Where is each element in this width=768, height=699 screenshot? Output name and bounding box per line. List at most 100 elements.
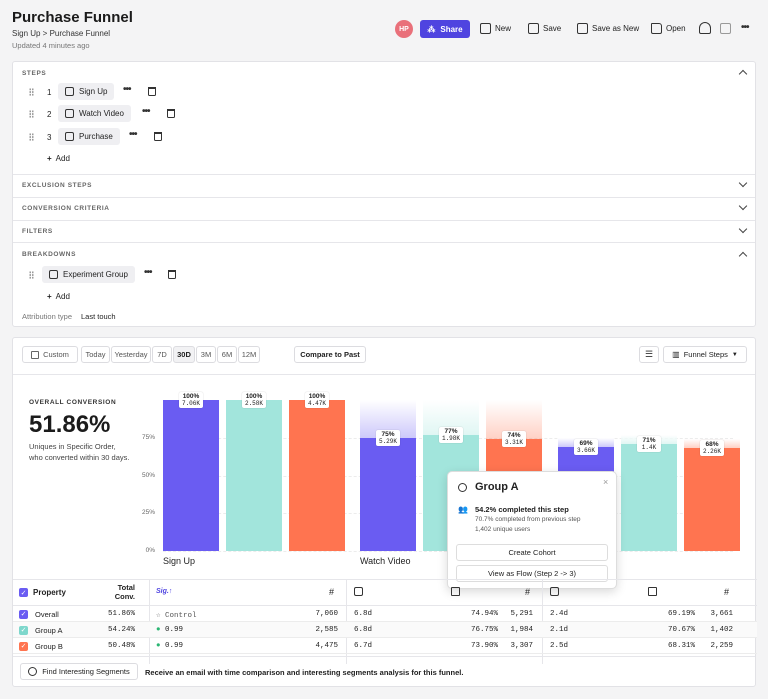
divider xyxy=(13,605,757,606)
time-range-selector: Today Yesterday 7D 30D 3M 6M 12M xyxy=(81,346,261,363)
conversion-rate-icon[interactable] xyxy=(451,587,460,596)
save-button[interactable]: Save xyxy=(528,23,561,34)
breakdown-more-icon[interactable]: ••• xyxy=(144,267,152,278)
table-row[interactable]: ✓ Group B 50.48% ● 0.99 4,475 6.7d 73.90% 3,307… xyxy=(13,638,757,654)
drag-handle-icon[interactable] xyxy=(29,271,34,279)
divider xyxy=(13,174,755,175)
add-step-button[interactable]: + Add xyxy=(47,154,70,163)
time-range-3m[interactable]: 3M xyxy=(196,346,216,363)
drag-handle-icon[interactable] xyxy=(29,133,34,141)
view-options-button[interactable]: ☰ xyxy=(639,346,659,363)
expand-filters-chevron-icon[interactable] xyxy=(738,224,748,234)
time-to-convert-icon[interactable] xyxy=(550,587,559,596)
step-pill-watch-video[interactable]: Watch Video xyxy=(58,105,131,122)
row-checkbox-icon[interactable]: ✓ xyxy=(19,609,28,619)
x-category-label: Sign Up xyxy=(163,556,196,566)
alerts-bell-icon[interactable] xyxy=(699,22,711,34)
step1-count-header[interactable]: # xyxy=(329,587,335,597)
breakdowns-heading: BREAKDOWNS xyxy=(22,251,77,258)
step-more-icon[interactable]: ••• xyxy=(142,106,150,117)
select-all-checkbox[interactable]: ✓ Property xyxy=(19,588,66,597)
bar-data-label: 74% 3.31K xyxy=(502,431,526,448)
overall-conversion-label: OVERALL CONVERSION xyxy=(29,399,117,406)
row-checkbox-icon[interactable]: ✓ xyxy=(19,641,28,651)
drag-handle-icon[interactable] xyxy=(29,88,34,96)
share-button[interactable]: ⁂ Share xyxy=(420,20,470,38)
step-more-icon[interactable]: ••• xyxy=(123,84,131,95)
table-row[interactable]: ✓ Overall 51.86% ☆ Control 7,060 6.8d 74.94% 5,… xyxy=(13,606,757,622)
significance-cell: ● 0.99 xyxy=(156,642,184,650)
custom-date-button[interactable]: Custom xyxy=(22,346,78,363)
significant-dot-icon: ● xyxy=(156,626,161,634)
new-button[interactable]: New xyxy=(480,23,511,34)
create-cohort-button[interactable]: Create Cohort xyxy=(456,544,608,561)
time-range-7d[interactable]: 7D xyxy=(152,346,172,363)
table-row[interactable]: ✓ Group A 54.24% ● 0.99 2,585 6.8d 76.75% 1,984… xyxy=(13,622,757,638)
funnel-bar[interactable] xyxy=(226,400,282,551)
overall-conversion-description: Uniques in Specific Order, who converted… xyxy=(29,442,130,462)
filters-heading[interactable]: FILTERS xyxy=(22,228,53,235)
find-segments-label: Find Interesting Segments xyxy=(42,667,130,676)
expand-exclusion-chevron-icon[interactable] xyxy=(738,178,748,188)
share-icon: ⁂ xyxy=(427,24,436,34)
save-icon xyxy=(528,23,539,34)
save-label: Save xyxy=(543,24,562,33)
step3-rate-cell: 69.19% xyxy=(667,610,695,618)
significance-column-header[interactable]: Sig.↑ xyxy=(156,588,173,595)
step-more-icon[interactable]: ••• xyxy=(129,129,137,140)
conversion-rate-icon[interactable] xyxy=(648,587,657,596)
insights-icon[interactable] xyxy=(720,23,731,34)
exclusion-steps-heading[interactable]: EXCLUSION STEPS xyxy=(22,182,93,189)
save-as-new-button[interactable]: Save as New xyxy=(577,23,639,34)
view-as-flow-button[interactable]: View as Flow (Step 2 -> 3) xyxy=(456,565,608,582)
attribution-type-value[interactable]: Last touch xyxy=(81,312,116,321)
time-range-6m[interactable]: 6M xyxy=(217,346,237,363)
time-to-convert-icon[interactable] xyxy=(354,587,363,596)
bar-data-label: 71% 1.4K xyxy=(637,435,661,452)
breakdown-pill-experiment-group[interactable]: Experiment Group xyxy=(42,266,135,283)
open-button[interactable]: Open xyxy=(651,23,686,34)
checkbox-checked-icon: ✓ xyxy=(19,588,28,597)
custom-label: Custom xyxy=(43,350,69,359)
funnel-bar[interactable] xyxy=(289,400,345,551)
row-checkbox-icon[interactable]: ✓ xyxy=(19,625,28,635)
row-checkbox[interactable]: ✓ xyxy=(19,641,28,651)
trash-icon[interactable] xyxy=(148,87,156,96)
total-conv-column-header[interactable]: Total Conv. xyxy=(114,583,135,601)
time-range-today[interactable]: Today xyxy=(81,346,110,363)
collapse-steps-chevron-icon[interactable] xyxy=(738,69,748,79)
step-pill-purchase[interactable]: Purchase xyxy=(58,128,120,145)
y-tick-label: 75% xyxy=(141,433,155,441)
add-breakdown-button[interactable]: + Add xyxy=(47,292,70,301)
time-range-30d[interactable]: 30D xyxy=(173,346,195,363)
step3-count-header[interactable]: # xyxy=(724,587,730,597)
compare-to-past-button[interactable]: Compare to Past xyxy=(294,346,366,363)
find-interesting-segments-button[interactable]: Find Interesting Segments xyxy=(20,663,138,680)
funnel-bar[interactable] xyxy=(360,437,416,551)
trash-icon[interactable] xyxy=(154,132,162,141)
trash-icon[interactable] xyxy=(167,109,175,118)
row-checkbox[interactable]: ✓ xyxy=(19,609,28,619)
more-options-icon[interactable]: ••• xyxy=(741,22,749,33)
event-icon xyxy=(65,132,74,141)
trash-icon[interactable] xyxy=(168,270,176,279)
collapse-breakdowns-chevron-icon[interactable] xyxy=(738,251,748,261)
step2-rate-cell: 74.94% xyxy=(470,610,498,618)
funnel-bar[interactable] xyxy=(621,443,677,551)
conversion-criteria-heading[interactable]: CONVERSION CRITERIA xyxy=(22,205,110,212)
chart-type-dropdown[interactable]: ▥ Funnel Steps ▼ xyxy=(663,346,747,363)
step-pill-sign-up[interactable]: Sign Up xyxy=(58,83,115,100)
close-icon[interactable]: × xyxy=(603,477,609,487)
y-tick-label: 25% xyxy=(141,509,155,517)
step2-count-header[interactable]: # xyxy=(525,587,531,597)
time-range-12m[interactable]: 12M xyxy=(238,346,260,363)
avatar[interactable]: HP xyxy=(395,20,413,38)
drag-handle-icon[interactable] xyxy=(29,110,34,118)
funnel-bar[interactable] xyxy=(684,448,740,551)
funnel-bar[interactable] xyxy=(163,400,219,551)
breadcrumb[interactable]: Sign Up > Purchase Funnel xyxy=(12,29,111,38)
divider xyxy=(13,656,755,657)
expand-conversion-chevron-icon[interactable] xyxy=(738,201,748,211)
row-checkbox[interactable]: ✓ xyxy=(19,625,28,635)
time-range-yesterday[interactable]: Yesterday xyxy=(111,346,151,363)
